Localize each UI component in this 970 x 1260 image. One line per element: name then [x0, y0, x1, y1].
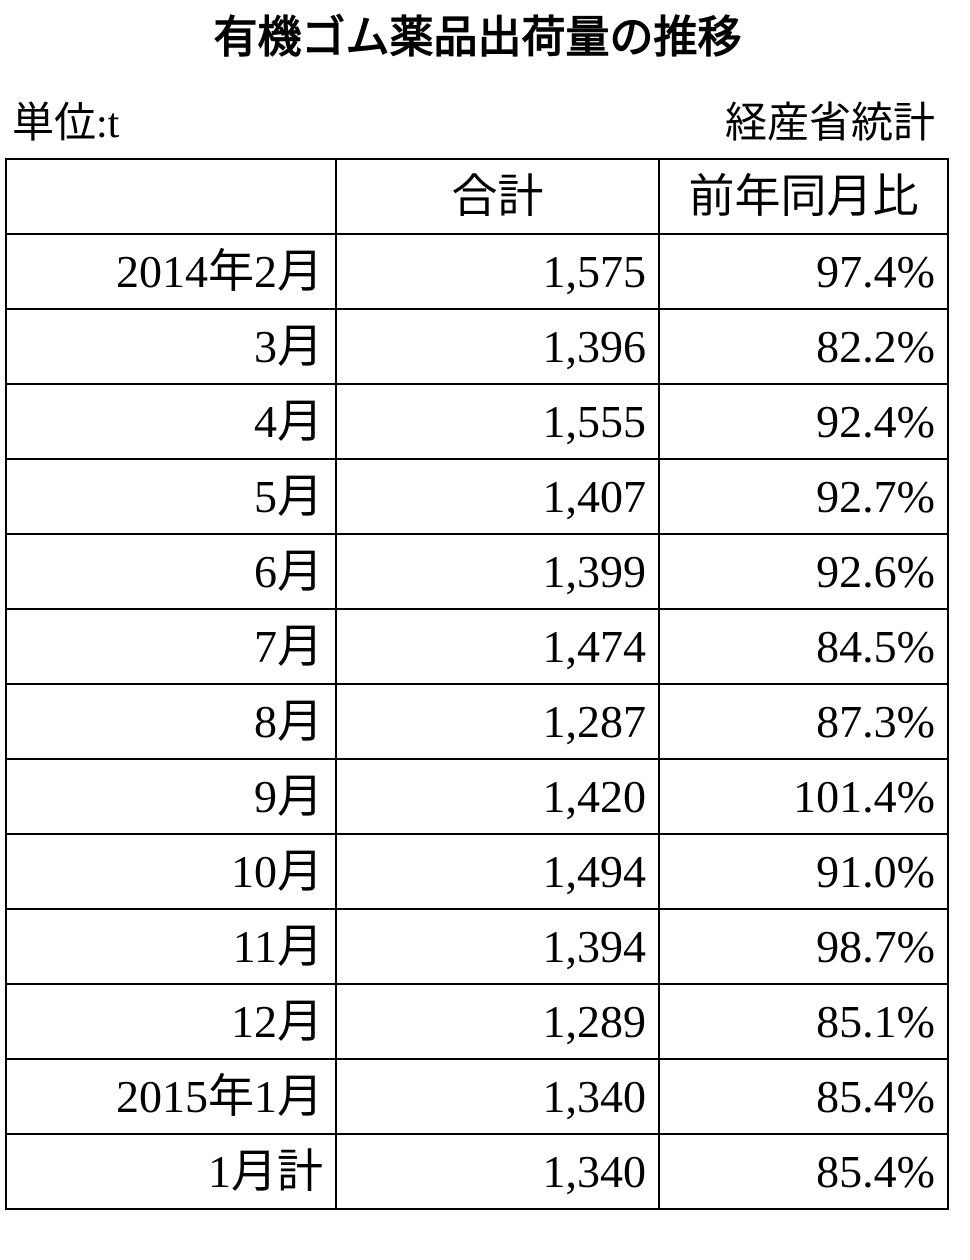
header-cell: 合計	[335, 158, 660, 235]
total-cell: 1,575	[335, 233, 660, 310]
month-cell: 6月	[5, 533, 337, 610]
total-cell: 1,340	[335, 1133, 660, 1210]
month-cell: 2014年2月	[5, 233, 337, 310]
data-row: 9月 1,420 101.4%	[5, 758, 949, 835]
month-cell: 2015年1月	[5, 1058, 337, 1135]
data-row: 3月 1,396 82.2%	[5, 308, 949, 385]
month-cell: 4月	[5, 383, 337, 460]
data-row: 6月 1,399 92.6%	[5, 533, 949, 610]
data-row: 7月 1,474 84.5%	[5, 608, 949, 685]
header-cell: 前年同月比	[658, 158, 949, 235]
data-row: 10月 1,494 91.0%	[5, 833, 949, 910]
total-cell: 1,394	[335, 908, 660, 985]
total-cell: 1,407	[335, 458, 660, 535]
yoy-cell: 87.3%	[658, 683, 949, 760]
total-cell: 1,420	[335, 758, 660, 835]
yoy-cell: 84.5%	[658, 608, 949, 685]
total-cell: 1,287	[335, 683, 660, 760]
data-row: 8月 1,287 87.3%	[5, 683, 949, 760]
data-row: 4月 1,555 92.4%	[5, 383, 949, 460]
yoy-cell: 85.1%	[658, 983, 949, 1060]
month-cell: 12月	[5, 983, 337, 1060]
header-cell	[5, 158, 337, 235]
month-cell: 3月	[5, 308, 337, 385]
title: 有機ゴム薬品出荷量の推移	[213, 12, 742, 63]
total-cell: 1,289	[335, 983, 660, 1060]
month-cell: 10月	[5, 833, 337, 910]
total-cell: 1,555	[335, 383, 660, 460]
data-row: 2014年2月 1,575 97.4%	[5, 233, 949, 310]
data-row: 1月計 1,340 85.4%	[5, 1133, 949, 1210]
yoy-cell: 85.4%	[658, 1058, 949, 1135]
total-cell: 1,340	[335, 1058, 660, 1135]
month-cell: 9月	[5, 758, 337, 835]
month-cell: 5月	[5, 458, 337, 535]
yoy-cell: 98.7%	[658, 908, 949, 985]
yoy-cell: 91.0%	[658, 833, 949, 910]
source: 経産省統計	[724, 101, 935, 147]
yoy-cell: 101.4%	[658, 758, 949, 835]
header-row: 合計 前年同月比	[5, 158, 949, 235]
total-cell: 1,474	[335, 608, 660, 685]
month-cell: 7月	[5, 608, 337, 685]
total-cell: 1,399	[335, 533, 660, 610]
month-cell: 11月	[5, 908, 337, 985]
total-cell: 1,494	[335, 833, 660, 910]
yoy-cell: 97.4%	[658, 233, 949, 310]
total-cell: 1,396	[335, 308, 660, 385]
data-row: 12月 1,289 85.1%	[5, 983, 949, 1060]
yoy-cell: 82.2%	[658, 308, 949, 385]
data-row: 11月 1,394 98.7%	[5, 908, 949, 985]
data-row: 5月 1,407 92.7%	[5, 458, 949, 535]
yoy-cell: 92.7%	[658, 458, 949, 535]
yoy-cell: 92.6%	[658, 533, 949, 610]
yoy-cell: 92.4%	[658, 383, 949, 460]
data-table: 合計 前年同月比 2014年2月 1,575 97.4% 3月 1,396 82.2% 4月…	[5, 158, 949, 1210]
month-cell: 8月	[5, 683, 337, 760]
month-cell: 1月計	[5, 1133, 337, 1210]
unit: 単位:t	[12, 101, 120, 147]
data-row: 2015年1月 1,340 85.4%	[5, 1058, 949, 1135]
yoy-cell: 85.4%	[658, 1133, 949, 1210]
table-body: 合計 前年同月比 2014年2月 1,575 97.4% 3月 1,396 82.2% 4月…	[5, 158, 949, 1210]
